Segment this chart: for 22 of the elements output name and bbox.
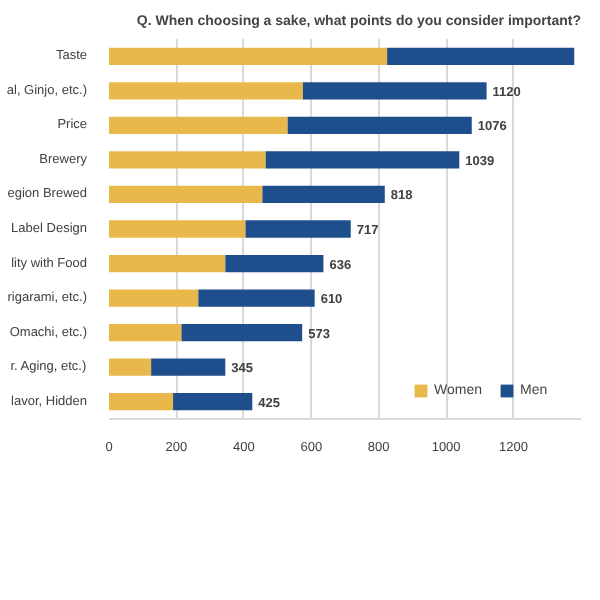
bar	[109, 185, 263, 204]
bar	[225, 254, 324, 273]
bar	[265, 151, 460, 169]
bar	[109, 324, 182, 342]
bar	[109, 289, 199, 307]
bar	[198, 289, 315, 307]
bar	[287, 116, 472, 134]
bar	[109, 358, 152, 376]
bar	[109, 254, 226, 273]
bar	[173, 393, 253, 411]
bar	[181, 324, 303, 342]
bar	[109, 220, 246, 238]
bar	[109, 82, 303, 100]
bar	[109, 116, 288, 134]
bar	[109, 393, 174, 411]
bar	[302, 82, 487, 100]
bar	[109, 151, 266, 169]
bar	[109, 47, 388, 65]
bar	[262, 185, 385, 204]
bar	[151, 358, 226, 376]
bar	[245, 220, 351, 238]
bar	[387, 47, 575, 65]
